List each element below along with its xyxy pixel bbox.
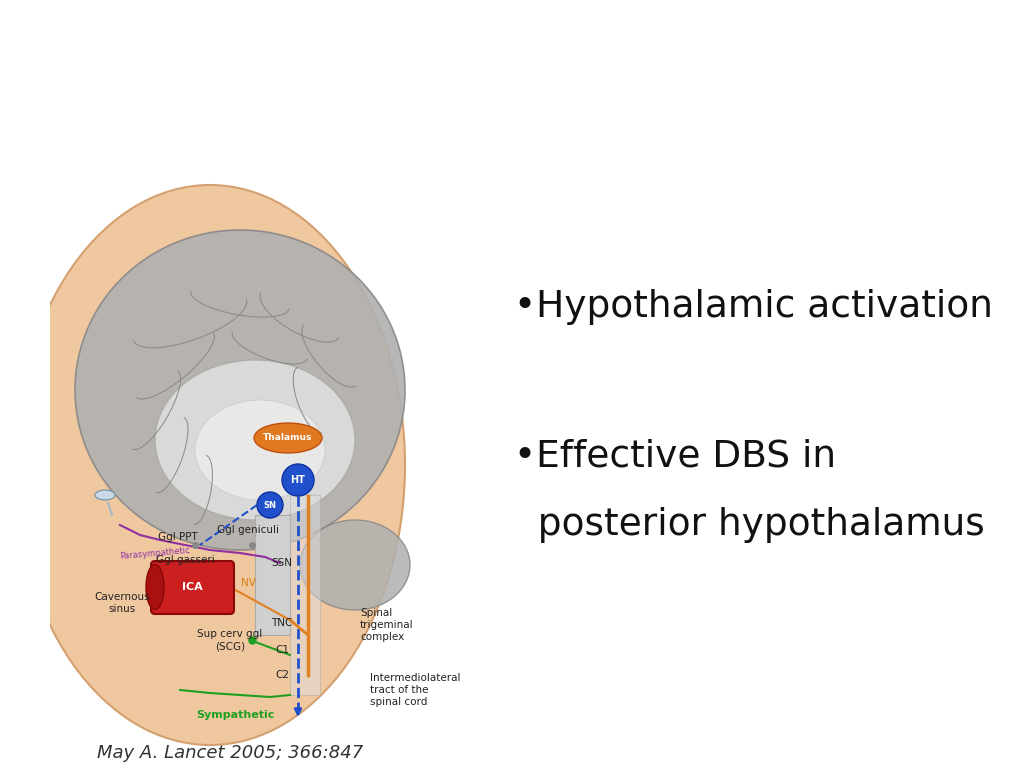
- Text: TACs Pathophysiology- Hypothalamic: TACs Pathophysiology- Hypothalamic: [0, 24, 1024, 72]
- Circle shape: [282, 464, 314, 496]
- Text: •Hypothalamic activation: •Hypothalamic activation: [514, 289, 992, 325]
- Ellipse shape: [300, 520, 410, 610]
- Text: Parasympathetic: Parasympathetic: [120, 545, 190, 561]
- Ellipse shape: [254, 423, 322, 453]
- Bar: [290, 495, 319, 695]
- Text: •Effective DBS in: •Effective DBS in: [514, 439, 836, 475]
- Text: C1: C1: [275, 645, 289, 655]
- Text: Ggl geniculi: Ggl geniculi: [217, 525, 279, 535]
- FancyBboxPatch shape: [151, 561, 234, 614]
- Text: Sympathetic: Sympathetic: [196, 710, 274, 720]
- Text: Ggl PPT: Ggl PPT: [158, 532, 198, 542]
- Ellipse shape: [195, 400, 325, 500]
- Ellipse shape: [75, 230, 406, 550]
- Text: ICA: ICA: [181, 582, 203, 592]
- Text: TNC: TNC: [271, 618, 293, 628]
- Text: posterior hypothalamus: posterior hypothalamus: [514, 507, 985, 543]
- Bar: [255, 515, 290, 635]
- Text: SN: SN: [263, 501, 276, 509]
- Text: C2: C2: [275, 670, 289, 680]
- Text: Thalamus: Thalamus: [263, 433, 312, 442]
- Bar: [0, 135, 50, 768]
- Text: Sup cerv ggl
(SCG): Sup cerv ggl (SCG): [198, 629, 262, 651]
- Text: May A. Lancet 2005; 366:847: May A. Lancet 2005; 366:847: [97, 744, 364, 762]
- Text: Spinal
trigeminal
complex: Spinal trigeminal complex: [360, 607, 414, 642]
- Ellipse shape: [146, 564, 164, 610]
- Text: Cavernous
sinus: Cavernous sinus: [94, 592, 150, 614]
- Text: mulfunction?: mulfunction?: [328, 89, 696, 137]
- Text: NV: NV: [241, 578, 255, 588]
- Ellipse shape: [95, 490, 115, 500]
- Text: Intermediolateral
tract of the
spinal cord: Intermediolateral tract of the spinal co…: [370, 673, 461, 707]
- Text: HT: HT: [291, 475, 305, 485]
- Ellipse shape: [155, 360, 355, 520]
- Ellipse shape: [15, 185, 406, 745]
- Text: SSN: SSN: [271, 558, 293, 568]
- Text: Ggl gasseri: Ggl gasseri: [156, 555, 214, 565]
- Circle shape: [257, 492, 283, 518]
